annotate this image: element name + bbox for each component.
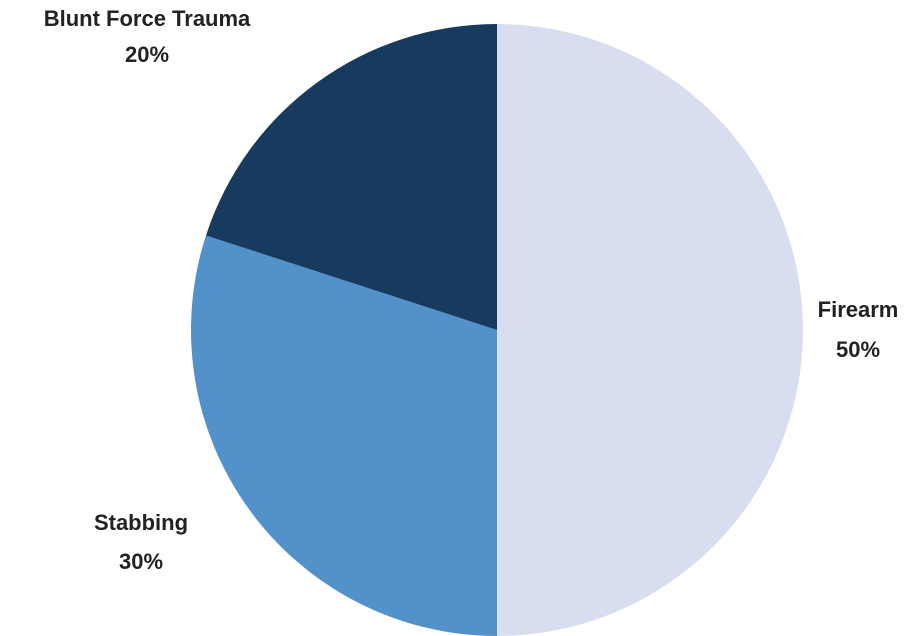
slice-value-label-stabbing: 30%	[119, 549, 163, 574]
pie-slice-blunt-force-trauma	[205, 24, 498, 330]
slice-label-firearm: Firearm	[818, 297, 899, 322]
slice-label-stabbing: Stabbing	[94, 510, 188, 535]
slice-label-blunt-force-trauma: Blunt Force Trauma	[44, 6, 251, 31]
pie-slice-stabbing	[191, 235, 497, 636]
pie-slices	[191, 24, 803, 636]
pie-labels: Firearm 50% Stabbing 30% Blunt Force Trauma 2…	[44, 6, 899, 574]
slice-value-label-firearm: 50%	[836, 337, 880, 362]
pie-slice-firearm	[497, 24, 803, 636]
slice-value-label-blunt-force-trauma: 20%	[125, 42, 169, 67]
